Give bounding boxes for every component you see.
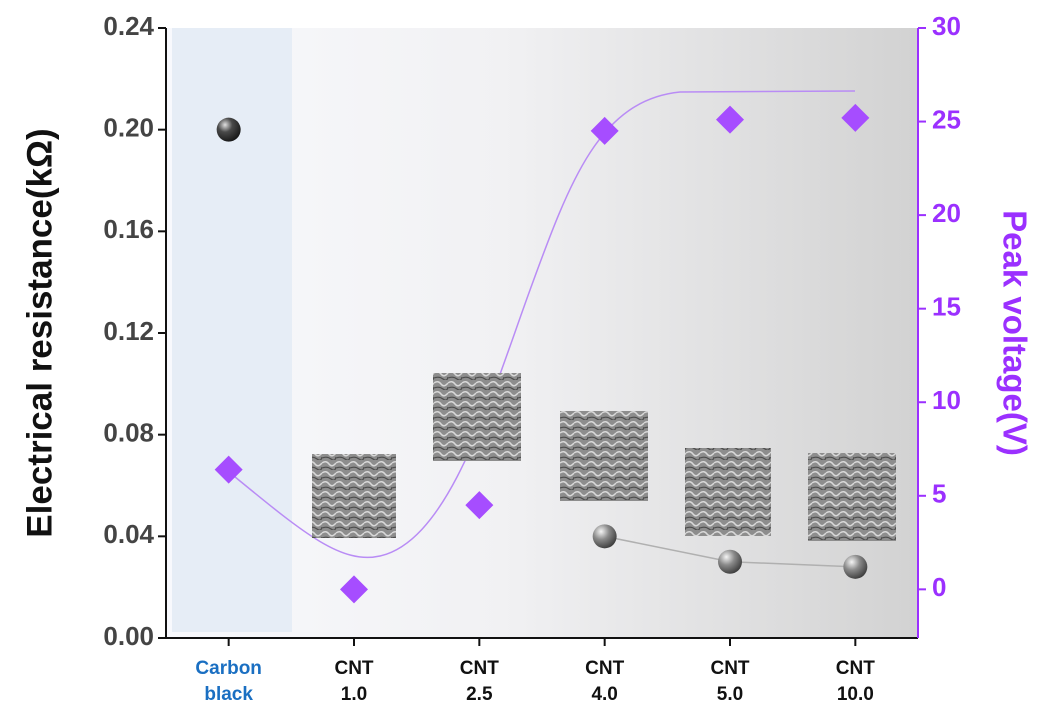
y2-tick-label: 15 <box>932 292 961 322</box>
y-tick-label: 0.08 <box>103 418 154 448</box>
y-tick-label: 0.00 <box>103 621 154 651</box>
y2-tick-label: 0 <box>932 572 946 602</box>
x-tick-label: CNT 1.0 <box>319 656 389 708</box>
y2-tick-label: 25 <box>932 104 961 134</box>
sphere-marker <box>843 555 867 579</box>
sem-image <box>560 411 648 501</box>
sem-image <box>433 373 521 461</box>
page: Electrical resistance(kΩ) Peak voltage(V… <box>0 0 1048 718</box>
y-tick-label: 0.16 <box>103 214 154 244</box>
y2-axis-label: Peak voltage(V) <box>996 210 1033 456</box>
y2-tick-label: 30 <box>932 11 961 41</box>
y2-tick-label: 10 <box>932 385 961 415</box>
x-tick-label: CNT 10.0 <box>820 656 890 708</box>
sem-image <box>312 454 396 538</box>
x-tick-label: CNT 2.5 <box>444 656 514 708</box>
y-axis-label: Electrical resistance(kΩ) <box>20 128 59 537</box>
chart: Electrical resistance(kΩ) Peak voltage(V… <box>0 0 1048 718</box>
x-tick-label: CNT 5.0 <box>695 656 765 708</box>
y-tick-label: 0.04 <box>103 519 154 549</box>
sphere-marker <box>593 524 617 548</box>
x-tick-label: CNT 4.0 <box>570 656 640 708</box>
sem-image <box>685 448 771 536</box>
y-tick-label: 0.24 <box>103 11 154 41</box>
y2-tick-label: 5 <box>932 479 946 509</box>
y-tick-label: 0.20 <box>103 113 154 143</box>
y2-tick-label: 20 <box>932 198 961 228</box>
y-tick-label: 0.12 <box>103 316 154 346</box>
x-tick-label: Carbon black <box>194 656 264 708</box>
sphere-marker <box>217 118 241 142</box>
sem-image <box>808 453 896 541</box>
sphere-marker <box>718 550 742 574</box>
